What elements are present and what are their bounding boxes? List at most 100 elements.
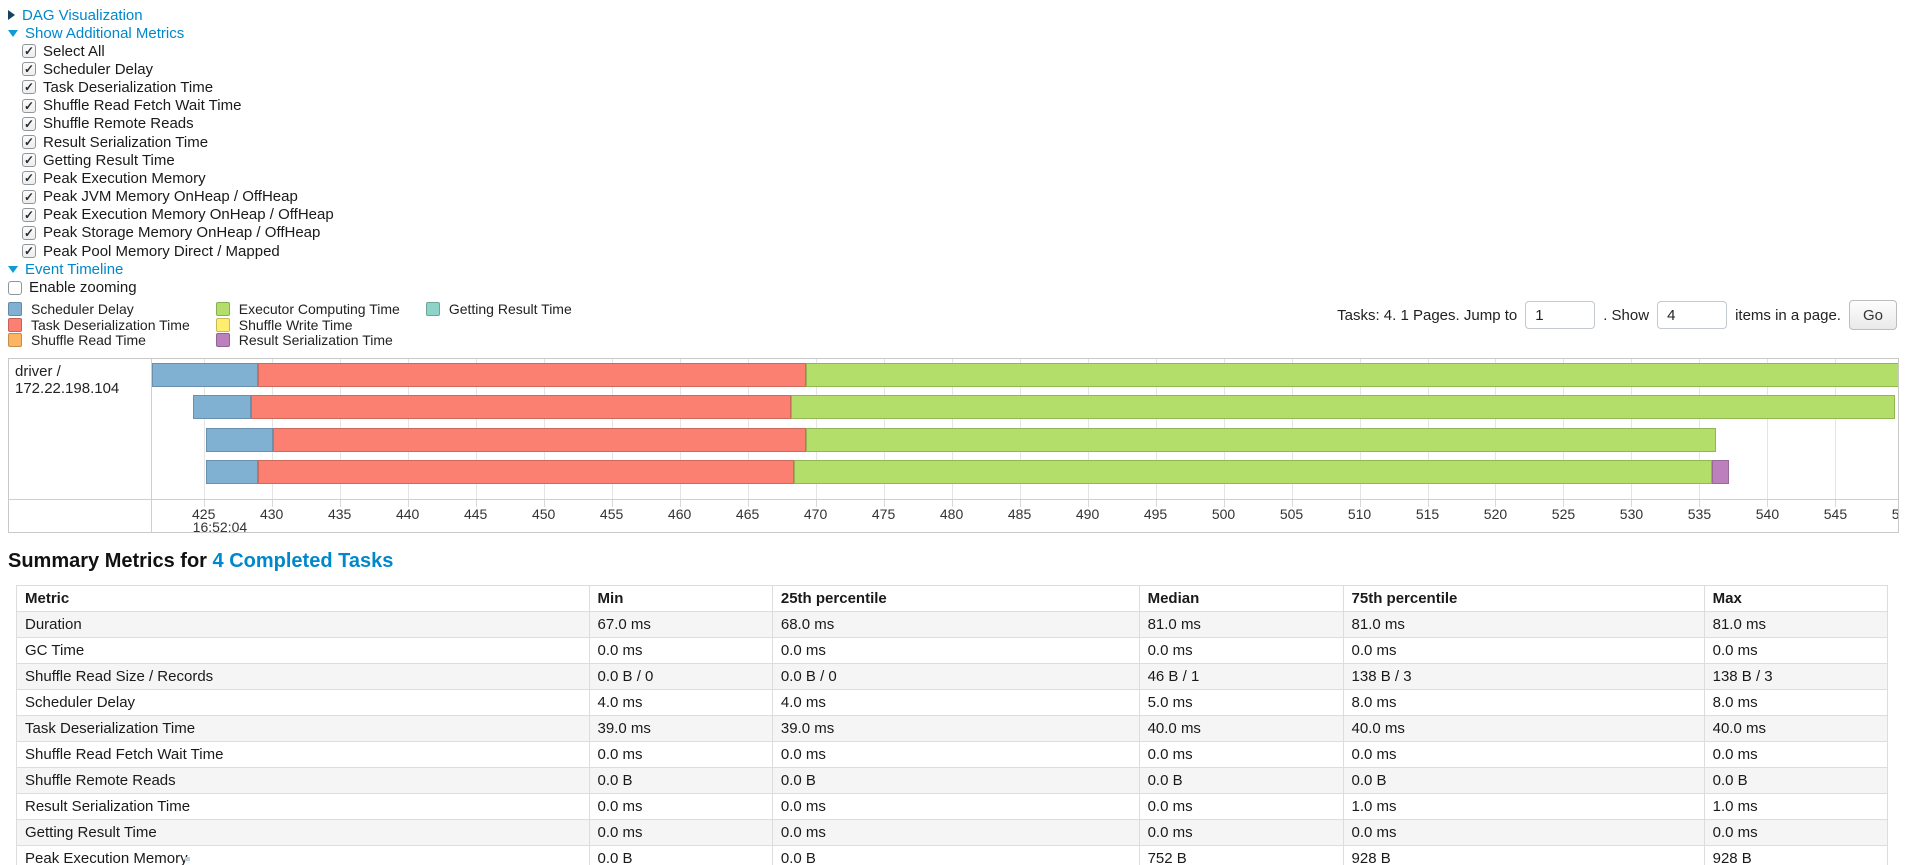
cell-metric: Peak Execution Memory [16,845,590,865]
task-bar[interactable] [206,428,1716,453]
task-bar-segment-result-serialization[interactable] [1711,460,1730,485]
task-bar-segment-task-deserialization[interactable] [258,460,794,485]
metric-checkbox-item: ✓ Peak Execution Memory OnHeap / OffHeap [22,206,1907,224]
cell-value: 0.0 ms [1138,741,1344,769]
col-header-25th: 25th percentile [771,585,1140,613]
arrow-down-icon [8,29,18,37]
metric-checkbox-label: Shuffle Read Fetch Wait Time [43,97,242,115]
task-bar-segment-scheduler-delay[interactable] [206,460,259,485]
jump-to-page-input[interactable] [1525,301,1596,330]
task-bar[interactable] [152,363,1898,388]
checked-checkbox[interactable]: ✓ [22,80,36,95]
checked-checkbox[interactable]: ✓ [22,207,36,222]
task-bar-segment-scheduler-delay[interactable] [206,428,274,453]
task-pagination: Tasks: 4. 1 Pages. Jump to . Show items … [1337,300,1897,331]
task-bar-segment-task-deserialization[interactable] [258,363,807,388]
cell-metric: Duration [16,611,590,639]
metric-checkbox-label: Peak Pool Memory Direct / Mapped [43,242,280,260]
event-timeline-link[interactable]: Event Timeline [25,260,124,278]
enable-zooming-checkbox[interactable] [8,280,22,295]
task-bar-segment-executor-computing[interactable] [791,395,1896,420]
table-row: Duration 67.0 ms 68.0 ms 81.0 ms 81.0 ms 81.0… [16,611,1889,639]
metric-checkbox-item: ✓ Task Deserialization Time [22,78,1907,96]
axis-tick [271,500,273,508]
checked-checkbox[interactable]: ✓ [22,225,36,240]
show-additional-metrics-link[interactable]: Show Additional Metrics [25,24,185,42]
checked-checkbox[interactable]: ✓ [22,244,36,259]
cell-value: 752 B [1138,845,1344,865]
cell-metric: Scheduler Delay [16,689,590,717]
axis-tick-label: 490 [1075,506,1100,523]
task-bar-segment-scheduler-delay[interactable] [152,363,259,388]
cell-value: 46 B / 1 [1138,663,1344,691]
legend-column: Executor Computing Time Shuffle Write Tim… [215,302,400,349]
axis-tick [1699,500,1701,508]
cell-value: 81.0 ms [1342,611,1705,639]
table-row: Getting Result Time 0.0 ms 0.0 ms 0.0 ms 0.0… [16,819,1889,847]
task-bar-segment-scheduler-delay[interactable] [192,395,252,420]
cell-value: 39.0 ms [771,715,1140,743]
cell-metric: Shuffle Remote Reads [16,767,590,795]
show-text: . Show [1603,306,1650,324]
cell-value: 138 B / 3 [1703,663,1889,691]
dag-visualization-link[interactable]: DAG Visualization [22,6,143,24]
table-row: Scheduler Delay 4.0 ms 4.0 ms 5.0 ms 8.0 ms 8… [16,689,1889,717]
task-bar[interactable] [192,395,1896,420]
checked-checkbox[interactable]: ✓ [22,135,36,150]
cell-value: 0.0 B [1138,767,1344,795]
cell-value: 0.0 ms [588,793,773,821]
checked-checkbox[interactable]: ✓ [22,44,36,59]
metric-checkbox-item: ✓ Result Serialization Time [22,133,1907,151]
task-bar[interactable] [206,460,1730,485]
task-bar-segment-task-deserialization[interactable] [273,428,807,453]
task-bar-segment-executor-computing[interactable] [793,460,1712,485]
axis-tick-label: 510 [1347,506,1372,523]
show-additional-metrics-toggle[interactable]: Show Additional Metrics [0,24,1907,42]
axis-tick [1359,500,1361,508]
axis-tick [1563,500,1565,508]
axis-tick-label: 525 [1551,506,1576,523]
checked-checkbox[interactable]: ✓ [22,189,36,204]
axis-tick [1019,500,1021,508]
cell-value: 0.0 B [771,767,1140,795]
axis-tick-label: 435 [327,506,352,523]
task-deserialization-swatch-icon [8,317,22,332]
completed-tasks-link[interactable]: 4 Completed Tasks [212,550,394,573]
legend-label: Task Deserialization Time [31,316,190,333]
dag-visualization-toggle[interactable]: DAG Visualization [0,6,1907,24]
event-timeline-toggle[interactable]: Event Timeline [0,260,1907,278]
task-bar-segment-executor-computing[interactable] [806,428,1716,453]
axis-tick-label: 505 [1279,506,1304,523]
metric-checkbox-label: Result Serialization Time [43,133,209,151]
task-bar-segment-task-deserialization[interactable] [251,395,792,420]
metric-checkbox-label: Getting Result Time [43,151,175,169]
go-button[interactable]: Go [1848,300,1897,331]
metric-checkbox-item: ✓ Getting Result Time [22,151,1907,169]
checked-checkbox[interactable]: ✓ [22,98,36,113]
col-header-min: Min [588,585,773,613]
cell-value: 928 B [1342,845,1705,865]
metric-checkbox-label: Shuffle Remote Reads [43,115,194,133]
timeline-x-axis: 425 430 435 440 445 450 455 460 465 470 475 480 485 4… [152,499,1898,533]
legend-item: Scheduler Delay [8,302,190,317]
axis-tick-label: 430 [259,506,284,523]
task-bar-segment-executor-computing[interactable] [806,363,1898,388]
checked-checkbox[interactable]: ✓ [22,171,36,186]
cell-value: 0.0 B [771,845,1140,865]
cell-value: 138 B / 3 [1342,663,1705,691]
legend-label: Shuffle Write Time [238,316,353,333]
items-per-page-input[interactable] [1657,301,1728,330]
legend-item: Shuffle Write Time [215,316,400,333]
legend-label: Result Serialization Time [238,332,393,349]
cell-metric: Shuffle Read Fetch Wait Time [16,741,590,769]
checked-checkbox[interactable]: ✓ [22,116,36,131]
cell-value: 39.0 ms [588,715,773,743]
checked-checkbox[interactable]: ✓ [22,62,36,77]
axis-tick-label: 485 [1007,506,1032,523]
summary-metrics-table: Metric Min 25th percentile Median 75th p… [16,585,1889,865]
checked-checkbox[interactable]: ✓ [22,153,36,168]
axis-tick [815,500,817,508]
axis-tick [1835,500,1837,508]
axis-tick [883,500,885,508]
metric-checkbox-item: ✓ Scheduler Delay [22,60,1907,78]
